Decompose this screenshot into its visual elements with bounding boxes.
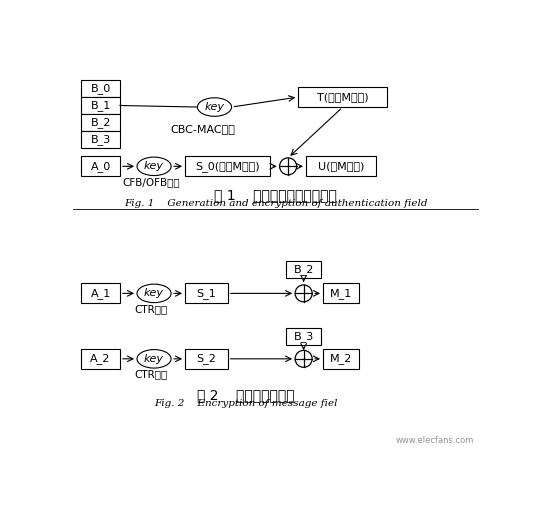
Text: A_0: A_0 — [90, 161, 111, 172]
Ellipse shape — [197, 98, 231, 116]
Ellipse shape — [137, 350, 171, 368]
Bar — [81, 114, 120, 131]
Bar — [185, 349, 228, 369]
Bar — [81, 156, 120, 176]
Text: Fig. 2    Encryption of message fiel: Fig. 2 Encryption of message fiel — [154, 399, 337, 408]
Bar — [286, 328, 321, 345]
Text: M_1: M_1 — [330, 288, 352, 299]
Ellipse shape — [137, 157, 171, 175]
Bar — [81, 131, 120, 148]
Text: B_2: B_2 — [90, 117, 111, 128]
Bar — [185, 283, 228, 303]
Text: Fig. 1    Generation and encryption of authentication field: Fig. 1 Generation and encryption of auth… — [124, 199, 428, 208]
Bar — [323, 349, 359, 369]
Text: A_2: A_2 — [90, 353, 111, 365]
Text: M_2: M_2 — [330, 353, 352, 365]
Text: B_1: B_1 — [90, 100, 111, 111]
Bar — [81, 97, 120, 114]
Text: CTR加密: CTR加密 — [134, 304, 167, 314]
Ellipse shape — [137, 284, 171, 303]
Text: B_3: B_3 — [294, 331, 314, 342]
Text: 图 1    认证字段的生成和加密: 图 1 认证字段的生成和加密 — [214, 188, 337, 202]
Text: B_3: B_3 — [90, 134, 111, 145]
Text: www.elecfans.com: www.elecfans.com — [396, 436, 474, 445]
Text: key: key — [204, 102, 224, 112]
Bar — [81, 283, 120, 303]
Text: CFB/OFB加密: CFB/OFB加密 — [122, 177, 180, 187]
Text: CTR加密: CTR加密 — [134, 370, 167, 380]
Bar — [298, 87, 387, 107]
Text: T(取前M字节): T(取前M字节) — [317, 92, 369, 102]
Bar — [286, 261, 321, 278]
Bar — [323, 283, 359, 303]
Text: S_0(取前M字节): S_0(取前M字节) — [195, 161, 260, 172]
Text: CBC-MAC认证: CBC-MAC认证 — [171, 124, 235, 134]
Text: B_2: B_2 — [293, 264, 314, 275]
Text: key: key — [144, 288, 164, 299]
Text: 图 2    消息字段的加密: 图 2 消息字段的加密 — [197, 388, 294, 402]
Bar — [185, 156, 270, 176]
Text: key: key — [144, 354, 164, 364]
Bar — [81, 349, 120, 369]
Text: A_1: A_1 — [90, 288, 111, 299]
Bar — [306, 156, 376, 176]
Text: S_2: S_2 — [196, 353, 216, 365]
Text: B_0: B_0 — [90, 83, 111, 94]
Text: S_1: S_1 — [196, 288, 216, 299]
Bar — [81, 80, 120, 97]
Text: U(共M字节): U(共M字节) — [317, 161, 364, 171]
Text: key: key — [144, 161, 164, 171]
